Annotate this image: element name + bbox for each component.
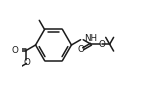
Text: O: O	[98, 40, 105, 49]
Text: O: O	[23, 58, 30, 67]
Text: NH: NH	[84, 34, 97, 43]
Text: O: O	[11, 46, 18, 55]
Text: O: O	[78, 45, 85, 54]
